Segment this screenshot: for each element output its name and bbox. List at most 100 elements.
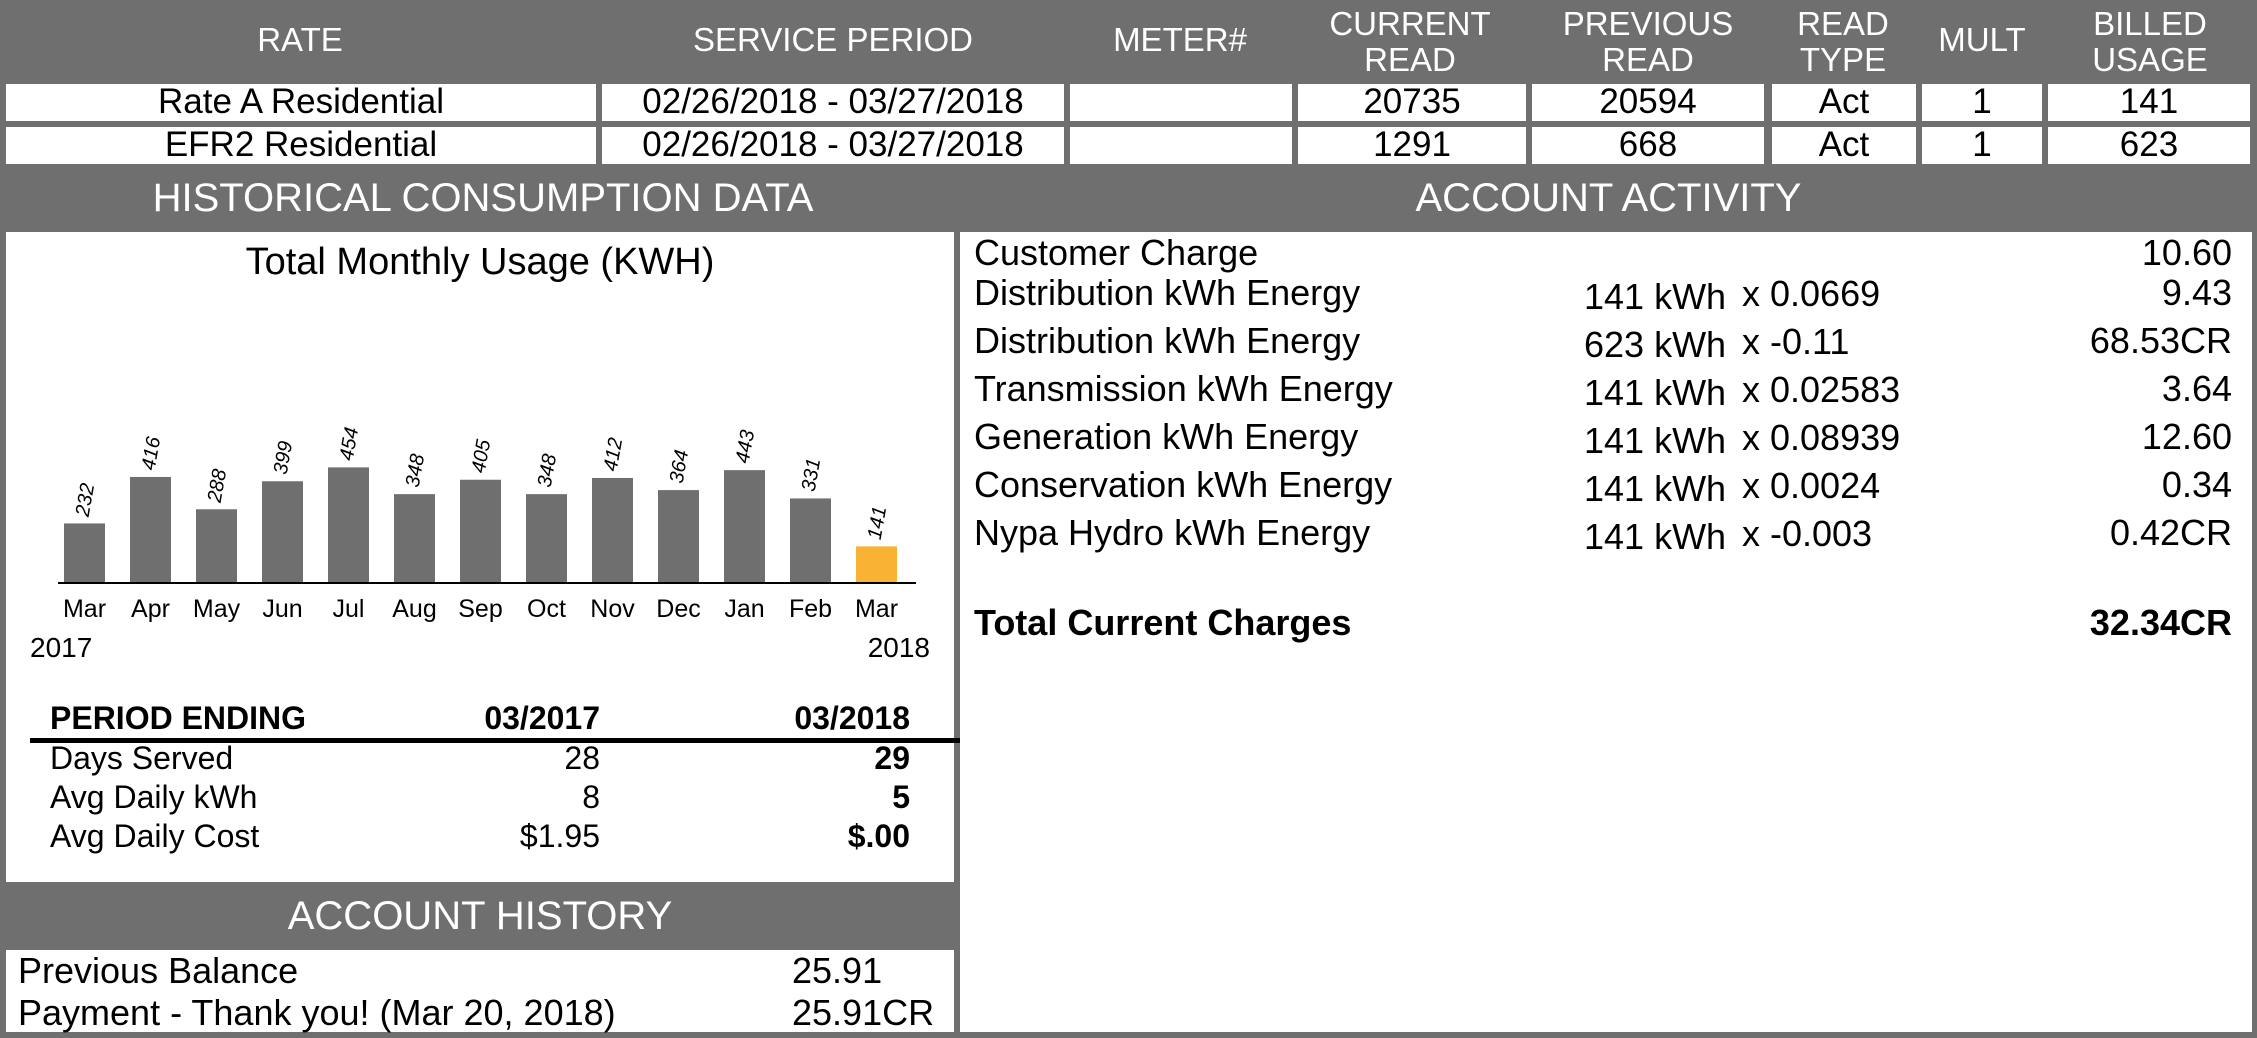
history-item-amount: 25.91 [792, 950, 883, 991]
cell-read-type: Act [1772, 84, 1916, 121]
bar-value-label: 412 [600, 436, 627, 473]
x-tick-label: Nov [590, 595, 635, 623]
activity-item-label: Conservation kWh Energy [974, 464, 1393, 505]
x-tick-label: May [193, 595, 241, 623]
history-item-label: Previous Balance [18, 950, 299, 991]
historical-consumption-title: HISTORICAL CONSUMPTION DATA [152, 176, 814, 220]
bar-value-label: 141 [864, 505, 891, 542]
account-history-title: ACCOUNT HISTORY [287, 894, 673, 938]
activity-item-label: Customer Charge [974, 232, 1259, 273]
period-row-2018: 29 [874, 740, 910, 776]
activity-item-rate: x 0.02583 [1742, 369, 1901, 410]
cell-period: 02/26/2018 - 03/27/2018 [602, 127, 1064, 164]
period-row-2017: 28 [564, 740, 600, 776]
bar-dec [658, 490, 699, 582]
x-tick-label: Jul [333, 595, 365, 623]
activity-item-amount: 10.60 [2141, 232, 2232, 273]
activity-item-qty: 141 kWh [1584, 276, 1727, 317]
bar-value-label: 232 [72, 482, 100, 520]
x-tick-label: Jan [724, 595, 764, 623]
cell-current-read: 1291 [1298, 127, 1526, 164]
account-history-panel: Previous Balance 25.91 Payment - Thank y… [6, 950, 954, 1033]
period-row-2018: $.00 [847, 818, 910, 854]
bar-value-label: 364 [666, 448, 693, 485]
historical-panel: Total Monthly Usage (KWH) 232 Mar 416 Apr 28… [6, 232, 960, 882]
activity-item-rate: x 0.0669 [1742, 273, 1881, 314]
activity-item-label: Nypa Hydro kWh Energy [974, 512, 1371, 553]
header-service-period: SERVICE PERIOD [693, 21, 973, 58]
activity-item-amount: 0.42CR [2109, 512, 2232, 553]
bar-value-label: 454 [336, 426, 363, 463]
bar-nov [592, 477, 633, 582]
activity-item-qty: 141 kWh [1584, 372, 1727, 413]
cell-billed-usage: 623 [2048, 127, 2250, 164]
cell-period: 02/26/2018 - 03/27/2018 [602, 84, 1064, 121]
total-current-charges-label: Total Current Charges [974, 602, 1352, 643]
bar-feb [790, 498, 831, 582]
activity-item-qty: 141 kWh [1584, 420, 1727, 461]
cell-mult: 1 [1922, 84, 2042, 121]
period-header-2018: 03/2018 [794, 700, 910, 736]
bar-jun [262, 481, 303, 582]
activity-item-amount: 3.64 [2161, 368, 2232, 409]
cell-previous-read: 668 [1532, 127, 1764, 164]
cell-rate: EFR2 Residential [6, 127, 596, 164]
period-row-label: Avg Daily kWh [50, 779, 258, 815]
activity-item-label: Distribution kWh Energy [974, 320, 1361, 361]
bar-aug [394, 494, 435, 582]
cell-current-read: 20735 [1298, 84, 1526, 121]
activity-item-label: Generation kWh Energy [974, 416, 1359, 457]
activity-item-rate: x 0.0024 [1742, 465, 1881, 506]
bar-value-label: 405 [468, 437, 496, 475]
usage-chart: Total Monthly Usage (KWH) 232 Mar 416 Apr 28… [30, 241, 930, 663]
bar-value-label: 348 [534, 452, 561, 489]
header-previous-read: PREVIOUS READ [1562, 5, 1734, 78]
x-tick-label: Apr [131, 595, 170, 623]
x-tick-label: Sep [458, 595, 502, 623]
x-tick-label: Mar [63, 595, 106, 623]
bar-oct [526, 494, 567, 582]
activity-item-label: Distribution kWh Energy [974, 272, 1361, 313]
period-header-label: PERIOD ENDING [50, 700, 307, 736]
bar-value-label: 399 [270, 439, 297, 476]
activity-item-rate: x -0.003 [1742, 513, 1873, 554]
cell-mult: 1 [1922, 127, 2042, 164]
x-tick-label: Oct [527, 595, 566, 623]
cell-previous-read: 20594 [1532, 84, 1764, 121]
history-item-amount: 25.91CR [792, 992, 935, 1033]
period-row-2018: 5 [892, 779, 910, 815]
activity-item-qty: 623 kWh [1584, 324, 1727, 365]
cell-meter [1070, 84, 1292, 121]
period-divider [30, 738, 960, 743]
activity-item-rate: x 0.08939 [1742, 417, 1901, 458]
account-activity-panel: Customer Charge 10.60 Distribution kWh Ene… [960, 232, 2252, 1032]
bar-value-label: 348 [402, 452, 429, 489]
cell-billed-usage: 141 [2048, 84, 2250, 121]
bar-apr [130, 476, 171, 582]
period-row-2017: 8 [582, 779, 600, 815]
cell-read-type: Act [1772, 127, 1916, 164]
bar-jan [724, 470, 765, 582]
header-meter: METER# [1113, 21, 1247, 58]
period-row-label: Avg Daily Cost [50, 818, 260, 854]
activity-item-amount: 12.60 [2141, 416, 2232, 457]
activity-item-qty: 141 kWh [1584, 468, 1727, 509]
bar-may [196, 509, 237, 582]
header-billed-usage: BILLED USAGE [2092, 5, 2208, 78]
activity-item-label: Transmission kWh Energy [974, 368, 1393, 409]
total-current-charges-amount: 32.34CR [2089, 602, 2232, 643]
activity-item-amount: 68.53CR [2089, 320, 2232, 361]
chart-year-start: 2017 [30, 632, 92, 663]
x-tick-label: Feb [789, 595, 832, 623]
bar-value-label: 331 [798, 457, 825, 494]
period-row-2017: $1.95 [519, 818, 600, 854]
activity-item-amount: 9.43 [2161, 272, 2232, 313]
x-tick-label: Aug [392, 595, 436, 623]
bar-jul [328, 467, 369, 582]
bar-value-label: 443 [732, 428, 759, 465]
header-read-type: READ TYPE [1797, 5, 1889, 78]
activity-item-amount: 0.34 [2161, 464, 2232, 505]
period-header-2017: 03/2017 [484, 700, 600, 736]
chart-title: Total Monthly Usage (KWH) [246, 241, 715, 283]
account-activity-title: ACCOUNT ACTIVITY [1415, 176, 1802, 220]
